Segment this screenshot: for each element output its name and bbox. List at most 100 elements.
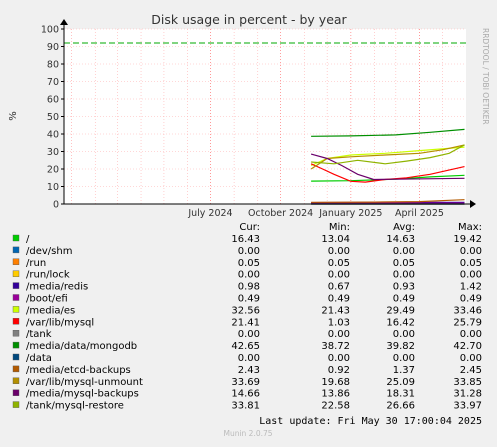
legend-value-max: 33.85	[453, 377, 482, 388]
legend-value-min: 22.58	[321, 401, 350, 412]
legend-value-max: 0.49	[460, 294, 482, 305]
y-tick-label: 80	[47, 60, 59, 71]
legend-value-max: 1.42	[460, 282, 482, 293]
y-tick-label: 30	[47, 147, 59, 158]
legend-swatch	[13, 390, 19, 396]
y-tick-label: 40	[47, 130, 59, 141]
legend-column-header: Min:	[329, 222, 350, 233]
last-update-text: Last update: Fri May 30 17:00:04 2025	[259, 416, 482, 427]
legend-series-name: /media/redis	[26, 282, 88, 293]
legend-value-min: 1.03	[328, 317, 350, 328]
legend-swatch	[13, 247, 19, 253]
y-tick-label: 50	[47, 112, 59, 123]
legend-value-cur: 32.56	[231, 305, 260, 316]
legend-column-header: Avg:	[393, 222, 415, 233]
legend-value-cur: 14.66	[231, 389, 260, 400]
legend-series-name: /boot/efi	[26, 294, 68, 305]
legend-value-cur: 21.41	[231, 317, 260, 328]
legend-value-avg: 0.93	[393, 282, 415, 293]
legend-value-min: 13.04	[321, 234, 350, 245]
legend-value-min: 13.86	[321, 389, 350, 400]
legend-column-header: Cur:	[239, 222, 260, 233]
legend-value-avg: 14.63	[386, 234, 415, 245]
x-tick-label: July 2024	[187, 208, 232, 219]
legend-value-cur: 33.81	[231, 401, 260, 412]
legend-value-avg: 0.49	[393, 294, 415, 305]
legend-series-name: /var/lib/mysql-unmount	[26, 377, 143, 388]
legend-swatch	[13, 354, 19, 360]
legend-value-avg: 18.31	[386, 389, 415, 400]
legend-value-cur: 0.00	[238, 353, 260, 364]
y-axis-label: %	[8, 111, 19, 121]
legend-value-avg: 1.37	[393, 365, 415, 376]
legend-value-avg: 25.09	[386, 377, 415, 388]
legend-value-min: 19.68	[321, 377, 350, 388]
munin-version: Munin 2.0.75	[223, 429, 272, 438]
legend-value-cur: 0.05	[238, 258, 260, 269]
legend-series-name: /var/lib/mysql	[26, 317, 94, 328]
legend-value-cur: 0.00	[238, 270, 260, 281]
legend-swatch	[13, 342, 19, 348]
x-tick-label: October 2024	[248, 208, 313, 219]
legend-swatch	[13, 295, 19, 301]
legend-swatch	[13, 306, 19, 312]
legend-value-cur: 2.43	[238, 365, 260, 376]
legend-value-avg: 0.00	[393, 353, 415, 364]
legend-value-cur: 0.98	[238, 282, 260, 293]
legend-swatch	[13, 259, 19, 265]
legend-value-avg: 0.00	[393, 270, 415, 281]
legend-value-max: 0.00	[460, 270, 482, 281]
x-tick-label: April 2025	[395, 208, 444, 219]
legend-value-max: 0.00	[460, 329, 482, 340]
legend-swatch	[13, 283, 19, 289]
legend-value-min: 0.05	[328, 258, 350, 269]
legend-swatch	[13, 271, 19, 277]
legend-value-min: 0.67	[328, 282, 350, 293]
legend-swatch	[13, 235, 19, 241]
legend-series-name: /run	[26, 258, 46, 269]
x-tick-label: January 2025	[318, 208, 382, 219]
legend-value-min: 21.43	[321, 305, 350, 316]
legend-swatch	[13, 402, 19, 408]
legend-value-cur: 42.65	[231, 341, 260, 352]
y-tick-label: 0	[53, 200, 59, 211]
legend-swatch	[13, 330, 19, 336]
legend-value-avg: 26.66	[386, 401, 415, 412]
legend-value-avg: 0.00	[393, 246, 415, 257]
legend-value-max: 0.05	[460, 258, 482, 269]
legend-series-name: /data	[26, 353, 52, 364]
legend-value-min: 0.00	[328, 246, 350, 257]
legend-series-name: /media/es	[26, 305, 75, 316]
legend-value-cur: 0.49	[238, 294, 260, 305]
legend-value-min: 0.00	[328, 353, 350, 364]
y-tick-label: 100	[41, 25, 59, 36]
legend-value-max: 33.97	[453, 401, 482, 412]
chart-title: Disk usage in percent - by year	[151, 12, 347, 27]
legend-value-min: 0.00	[328, 329, 350, 340]
legend-swatch	[13, 366, 19, 372]
legend-swatch	[13, 378, 19, 384]
legend-value-cur: 0.00	[238, 246, 260, 257]
legend-value-min: 0.92	[328, 365, 350, 376]
legend-value-min: 0.49	[328, 294, 350, 305]
legend-value-max: 2.45	[460, 365, 482, 376]
legend-value-cur: 16.43	[231, 234, 260, 245]
legend-value-cur: 33.69	[231, 377, 260, 388]
legend-value-min: 0.00	[328, 270, 350, 281]
legend-value-avg: 29.49	[386, 305, 415, 316]
legend-series-name: /tank	[26, 329, 52, 340]
legend-series-name: /media/mysql-backups	[26, 389, 139, 400]
legend-series-name: /dev/shm	[26, 246, 72, 257]
y-tick-label: 70	[47, 77, 59, 88]
y-tick-label: 10	[47, 182, 59, 193]
legend-value-max: 0.00	[460, 353, 482, 364]
legend-value-max: 0.00	[460, 246, 482, 257]
legend-value-max: 42.70	[453, 341, 482, 352]
legend-value-max: 31.28	[453, 389, 482, 400]
legend-series-name: /run/lock	[26, 270, 70, 281]
legend-swatch	[13, 318, 19, 324]
legend-series-name: /media/data/mongodb	[26, 341, 137, 352]
legend-value-avg: 39.82	[386, 341, 415, 352]
legend-value-cur: 0.00	[238, 329, 260, 340]
